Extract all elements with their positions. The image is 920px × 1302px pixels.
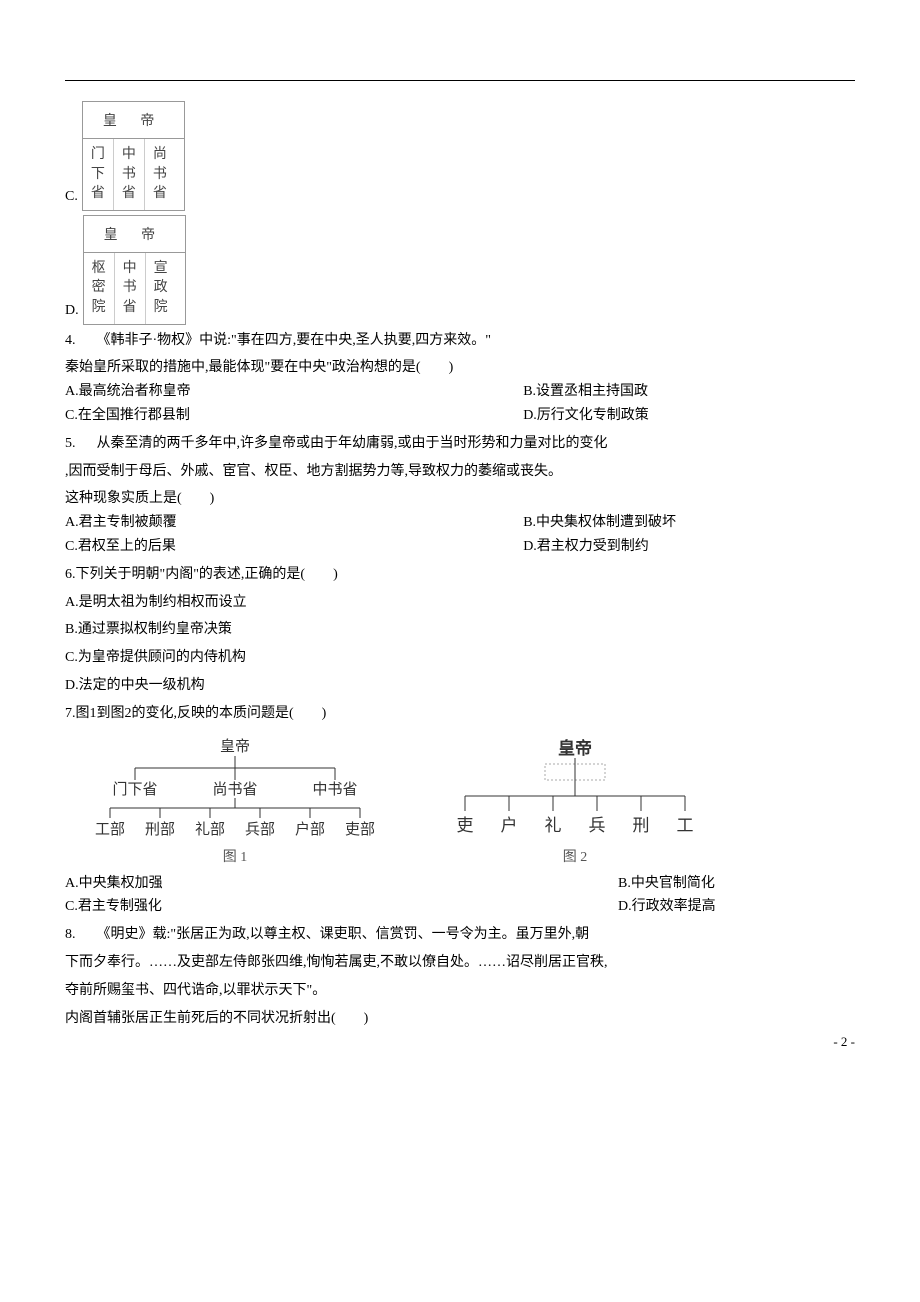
option-d-top: 皇 帝 [84, 216, 186, 253]
q7-fig1: 皇帝 门下省 尚书省 中书省 工部 刑部 礼部 兵部 户部 吏部 [85, 736, 385, 846]
q6-opt-d: D.法定的中央一级机构 [65, 674, 855, 698]
option-c-cols: 门 下 省 中 书 省 尚 书 省 [83, 139, 185, 210]
svg-text:户部: 户部 [295, 821, 325, 838]
q5-stem-3: 这种现象实质上是( ) [65, 487, 855, 511]
q6-stem: 6.下列关于明朝"内阁"的表述,正确的是( ) [65, 563, 855, 587]
svg-text:中书省: 中书省 [312, 781, 357, 798]
svg-text:兵部: 兵部 [245, 821, 275, 838]
q7-captions: 图 1 图 2 [65, 846, 855, 872]
q7-opt-a: A.中央集权加强 [65, 872, 618, 896]
svg-text:工部: 工部 [95, 821, 125, 838]
top-rule [65, 80, 855, 81]
q7-fig2: 皇帝 吏 户 礼 兵 刑 工 [445, 736, 705, 846]
q6-opt-a: A.是明太祖为制约相权而设立 [65, 591, 855, 615]
q4-stem-2: 秦始皇所采取的措施中,最能体现"要在中央"政治构想的是( ) [65, 356, 855, 380]
q7-opt-c: C.君主专制强化 [65, 895, 618, 919]
q5-opt-d: D.君主权力受到制约 [523, 535, 855, 559]
svg-text:礼部: 礼部 [195, 821, 225, 838]
option-c-col-0: 门 下 省 [83, 139, 113, 210]
option-d-cols: 枢 密 院 中 书 省 宣 政 院 [84, 253, 186, 324]
q4-row-2: C.在全国推行郡县制 D.厉行文化专制政策 [65, 404, 855, 428]
q8-stem-2: 下而夕奉行。……及吏部左侍郎张四维,恂恂若属吏,不敢以僚自处。……诏尽削居正官秩… [65, 951, 855, 975]
q7-row-1: A.中央集权加强 B.中央官制简化 [65, 872, 855, 896]
q4-opt-b: B.设置丞相主持国政 [523, 380, 855, 404]
q8-stem-1: 8. 《明史》载:"张居正为政,以尊主权、课吏职、信赏罚、一号令为主。虽万里外,… [65, 923, 855, 947]
q5-row-1: A.君主专制被颠覆 B.中央集权体制遭到破坏 [65, 511, 855, 535]
q5-row-2: C.君权至上的后果 D.君主权力受到制约 [65, 535, 855, 559]
q8-stem-3: 夺前所赐玺书、四代诰命,以罪状示天下"。 [65, 979, 855, 1003]
option-c-diagram: 皇 帝 门 下 省 中 书 省 尚 书 省 [82, 101, 186, 211]
q4-row-1: A.最高统治者称皇帝 B.设置丞相主持国政 [65, 380, 855, 404]
option-d-col-1: 中 书 省 [114, 253, 145, 324]
svg-text:门下省: 门下省 [112, 781, 157, 798]
q5-stem-2: ,因而受制于母后、外戚、宦官、权臣、地方割据势力等,导致权力的萎缩或丧失。 [65, 460, 855, 484]
option-d-col-2: 宣 政 院 [145, 253, 176, 324]
q7-row-2: C.君主专制强化 D.行政效率提高 [65, 895, 855, 919]
option-c-col-2: 尚 书 省 [144, 139, 175, 210]
q8-stem-4: 内阁首辅张居正生前死后的不同状况折射出( ) [65, 1007, 855, 1031]
svg-text:兵: 兵 [589, 816, 606, 835]
q4-opt-d: D.厉行文化专制政策 [523, 404, 855, 428]
q7-fig2-caption: 图 2 [445, 846, 705, 866]
svg-text:吏: 吏 [457, 816, 474, 835]
page-number: - 2 - [833, 1034, 855, 1050]
q5-opt-a: A.君主专制被颠覆 [65, 511, 523, 535]
q5-opt-c: C.君权至上的后果 [65, 535, 523, 559]
q7-opt-d: D.行政效率提高 [618, 895, 855, 919]
page-container: C. 皇 帝 门 下 省 中 书 省 尚 书 省 [65, 0, 855, 1070]
svg-text:户: 户 [501, 816, 518, 835]
q4-stem-1: 4. 《韩非子·物权》中说:"事在四方,要在中央,圣人执要,四方来效。" [65, 329, 855, 353]
svg-text:皇帝: 皇帝 [558, 738, 592, 758]
option-d-letter: D. [65, 303, 83, 325]
q7-stem: 7.图1到图2的变化,反映的本质问题是( ) [65, 702, 855, 726]
option-c-top: 皇 帝 [83, 102, 185, 139]
option-d-row: D. 皇 帝 枢 密 院 中 书 省 宣 政 院 [65, 215, 855, 325]
option-c-col-1: 中 书 省 [113, 139, 144, 210]
svg-text:皇帝: 皇帝 [220, 738, 250, 755]
q7-opt-b: B.中央官制简化 [618, 872, 855, 896]
svg-text:礼: 礼 [545, 816, 562, 835]
q4-opt-c: C.在全国推行郡县制 [65, 404, 523, 428]
q4-opt-a: A.最高统治者称皇帝 [65, 380, 523, 404]
svg-text:尚书省: 尚书省 [212, 781, 257, 798]
option-d-diagram: 皇 帝 枢 密 院 中 书 省 宣 政 院 [83, 215, 187, 325]
q5-opt-b: B.中央集权体制遭到破坏 [523, 511, 855, 535]
option-c-letter: C. [65, 189, 82, 211]
svg-text:吏部: 吏部 [345, 821, 375, 838]
q6-opt-c: C.为皇帝提供顾问的内侍机构 [65, 646, 855, 670]
q5-stem-1: 5. 从秦至清的两千多年中,许多皇帝或由于年幼庸弱,或由于当时形势和力量对比的变… [65, 432, 855, 456]
svg-text:刑: 刑 [633, 816, 650, 835]
option-d-col-0: 枢 密 院 [84, 253, 114, 324]
option-c-row: C. 皇 帝 门 下 省 中 书 省 尚 书 省 [65, 101, 855, 211]
q6-opt-b: B.通过票拟权制约皇帝决策 [65, 618, 855, 642]
svg-text:工: 工 [677, 816, 694, 835]
q7-fig1-caption: 图 1 [85, 846, 385, 866]
q7-figures: 皇帝 门下省 尚书省 中书省 工部 刑部 礼部 兵部 户部 吏部 [65, 726, 855, 846]
svg-text:刑部: 刑部 [145, 821, 175, 838]
